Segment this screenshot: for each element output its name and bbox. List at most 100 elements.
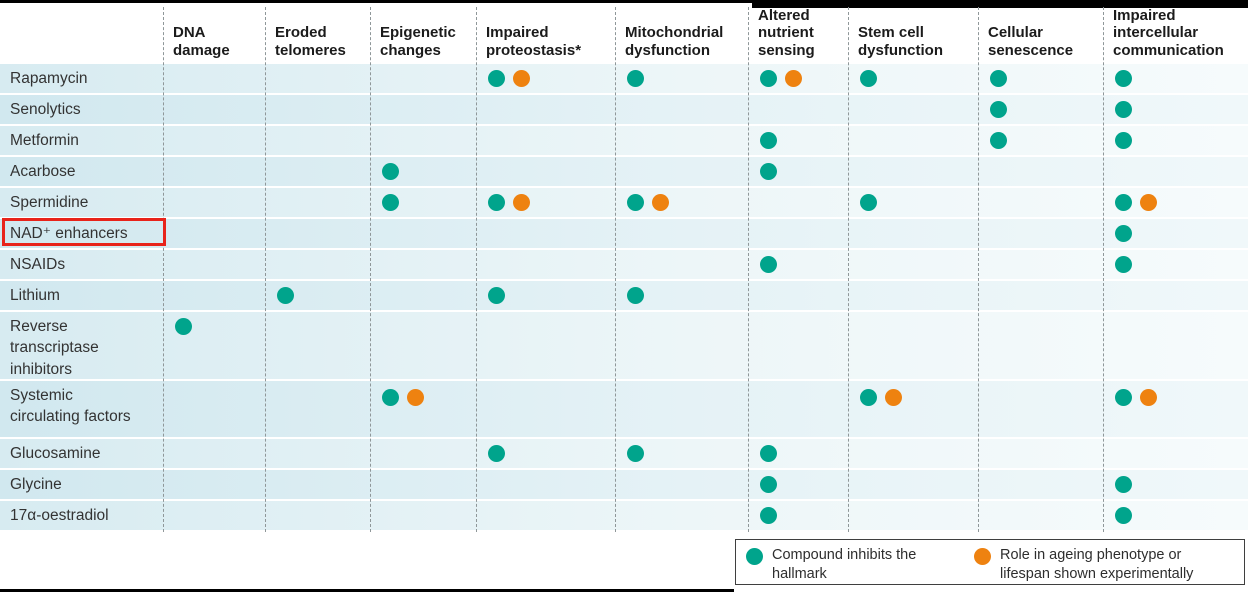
column-divider-line <box>370 7 371 532</box>
row-label: Senolytics <box>10 100 81 118</box>
inhibits-dot-icon <box>488 70 505 87</box>
inhibits-dot-icon <box>175 318 192 335</box>
inhibits-dot-icon <box>1115 507 1132 524</box>
compound-row: Acarbose <box>0 157 1248 186</box>
matrix-cell-dots <box>627 445 644 462</box>
annotation-red-box <box>2 218 166 246</box>
column-divider-line <box>978 7 979 532</box>
inhibits-dot-icon <box>760 256 777 273</box>
inhibits-dot-icon <box>1115 194 1132 211</box>
inhibits-dot-icon <box>990 101 1007 118</box>
experimental-dot-icon <box>785 70 802 87</box>
top-edge-line <box>0 0 752 3</box>
inhibits-dot-icon <box>1115 256 1132 273</box>
inhibits-dot-icon <box>382 389 399 406</box>
matrix-cell-dots <box>1115 507 1132 524</box>
matrix-cell-dots <box>1115 476 1132 493</box>
inhibits-dot-icon <box>277 287 294 304</box>
matrix-cell-dots <box>277 287 294 304</box>
row-label: 17α-oestradiol <box>10 506 109 524</box>
row-label: NSAIDs <box>10 255 66 273</box>
column-divider-line <box>163 7 164 532</box>
row-label: Rapamycin <box>10 69 88 87</box>
row-label: NAD⁺ enhancers <box>10 224 128 242</box>
matrix-cell-dots <box>760 163 777 180</box>
compound-row: Rapamycin <box>0 64 1248 93</box>
matrix-cell-dots <box>1115 101 1132 118</box>
orange-dot-icon <box>974 548 991 565</box>
legend-entry-inhibits: Compound inhibits the hallmark <box>746 546 927 583</box>
matrix-cell-dots <box>760 476 777 493</box>
column-header: Altered nutrient sensing <box>758 6 815 59</box>
experimental-dot-icon <box>513 194 530 211</box>
compound-row: Metformin <box>0 126 1248 155</box>
experimental-dot-icon <box>1140 194 1157 211</box>
column-divider-line <box>1103 7 1104 532</box>
bottom-left-edge-line <box>0 589 734 592</box>
legend-inhibits-label: Compound inhibits the hallmark <box>772 547 917 582</box>
column-header: Mitochondrial dysfunction <box>625 24 724 59</box>
inhibits-dot-icon <box>1115 132 1132 149</box>
experimental-dot-icon <box>652 194 669 211</box>
matrix-cell-dots <box>760 445 777 462</box>
experimental-dot-icon <box>885 389 902 406</box>
compound-row: Senolytics <box>0 95 1248 124</box>
row-label: Metformin <box>10 131 79 149</box>
inhibits-dot-icon <box>1115 70 1132 87</box>
column-header: Impaired intercellular communication <box>1113 6 1224 59</box>
inhibits-dot-icon <box>1115 225 1132 242</box>
inhibits-dot-icon <box>760 476 777 493</box>
column-header: Epigenetic changes <box>380 24 456 59</box>
row-label: Acarbose <box>10 162 76 180</box>
inhibits-dot-icon <box>382 194 399 211</box>
matrix-cell-dots <box>990 132 1007 149</box>
compound-row: Spermidine <box>0 188 1248 217</box>
column-header: Stem cell dysfunction <box>858 24 943 59</box>
inhibits-dot-icon <box>760 445 777 462</box>
compound-row: NAD⁺ enhancers <box>0 219 1248 248</box>
inhibits-dot-icon <box>860 389 877 406</box>
row-label: Reverse transcriptase inhibitors <box>10 318 99 378</box>
legend-entry-experimental: Role in ageing phenotype or lifespan sho… <box>974 546 1215 583</box>
inhibits-dot-icon <box>1115 389 1132 406</box>
compound-row: Glucosamine <box>0 439 1248 468</box>
column-divider-line <box>615 7 616 532</box>
matrix-cell-dots <box>627 70 644 87</box>
column-header: DNA damage <box>173 24 230 59</box>
row-label: Glucosamine <box>10 444 101 462</box>
matrix-cell-dots <box>1115 225 1132 242</box>
matrix-cell-dots <box>760 132 777 149</box>
inhibits-dot-icon <box>760 507 777 524</box>
column-header: Cellular senescence <box>988 24 1074 59</box>
experimental-dot-icon <box>513 70 530 87</box>
matrix-cell-dots <box>860 194 877 211</box>
inhibits-dot-icon <box>627 194 644 211</box>
compound-row: Glycine <box>0 470 1248 499</box>
matrix-cell-dots <box>1115 256 1132 273</box>
matrix-cell-dots <box>627 194 669 211</box>
matrix-cell-dots <box>760 507 777 524</box>
matrix-cell-dots <box>990 101 1007 118</box>
matrix-cell-dots <box>1115 194 1157 211</box>
matrix-cell-dots <box>1115 389 1157 406</box>
inhibits-dot-icon <box>860 194 877 211</box>
inhibits-dot-icon <box>1115 476 1132 493</box>
matrix-cell-dots <box>488 70 530 87</box>
inhibits-dot-icon <box>382 163 399 180</box>
matrix-cell-dots <box>1115 132 1132 149</box>
inhibits-dot-icon <box>760 163 777 180</box>
inhibits-dot-icon <box>488 445 505 462</box>
matrix-cell-dots <box>1115 70 1132 87</box>
inhibits-dot-icon <box>760 132 777 149</box>
column-divider-line <box>848 7 849 532</box>
compound-row: Lithium <box>0 281 1248 310</box>
inhibits-dot-icon <box>627 70 644 87</box>
matrix-cell-dots <box>488 445 505 462</box>
experimental-dot-icon <box>1140 389 1157 406</box>
row-label: Spermidine <box>10 193 89 211</box>
matrix-cell-dots <box>382 163 399 180</box>
compound-row: NSAIDs <box>0 250 1248 279</box>
inhibits-dot-icon <box>760 70 777 87</box>
inhibits-dot-icon <box>488 287 505 304</box>
